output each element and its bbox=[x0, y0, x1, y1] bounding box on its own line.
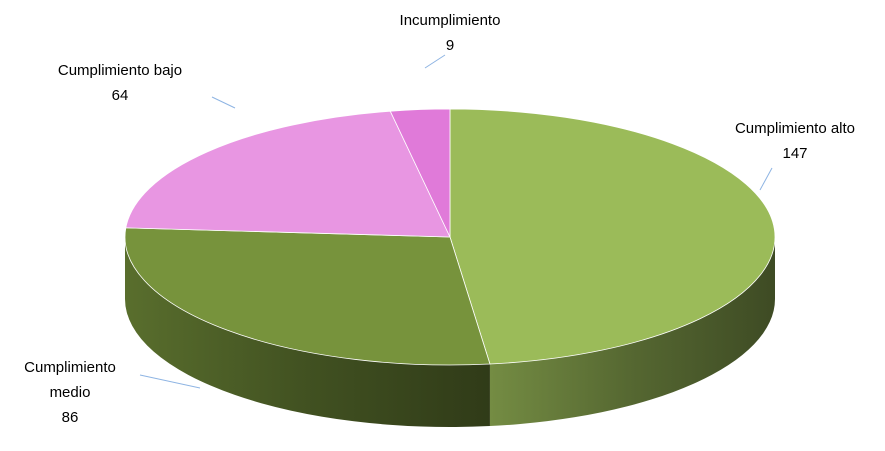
leader-line bbox=[211, 96, 236, 109]
category-label: Incumplimiento bbox=[399, 12, 501, 29]
slice-side bbox=[489, 237, 775, 427]
value-label: 147 bbox=[782, 145, 808, 162]
data-label: Cumplimiento bajo 64 bbox=[35, 58, 205, 108]
slice bbox=[449, 108, 776, 365]
value-label: 64 bbox=[111, 87, 129, 104]
slice-side bbox=[125, 237, 490, 427]
leader-line bbox=[139, 374, 201, 389]
data-label: Cumplimiento medio 86 bbox=[10, 355, 130, 430]
category-label: Cumplimiento medio bbox=[24, 359, 116, 401]
leader-line bbox=[424, 54, 446, 69]
leader-line bbox=[759, 167, 773, 191]
value-label: 9 bbox=[445, 37, 455, 54]
category-label: Cumplimiento bajo bbox=[57, 62, 183, 79]
slice bbox=[124, 227, 491, 366]
slice bbox=[125, 110, 451, 238]
slice bbox=[389, 108, 451, 238]
data-label: Incumplimiento 9 bbox=[380, 8, 520, 58]
category-label: Cumplimiento alto bbox=[734, 120, 856, 137]
value-label: 86 bbox=[61, 409, 79, 426]
data-label: Cumplimiento alto 147 bbox=[715, 116, 875, 166]
